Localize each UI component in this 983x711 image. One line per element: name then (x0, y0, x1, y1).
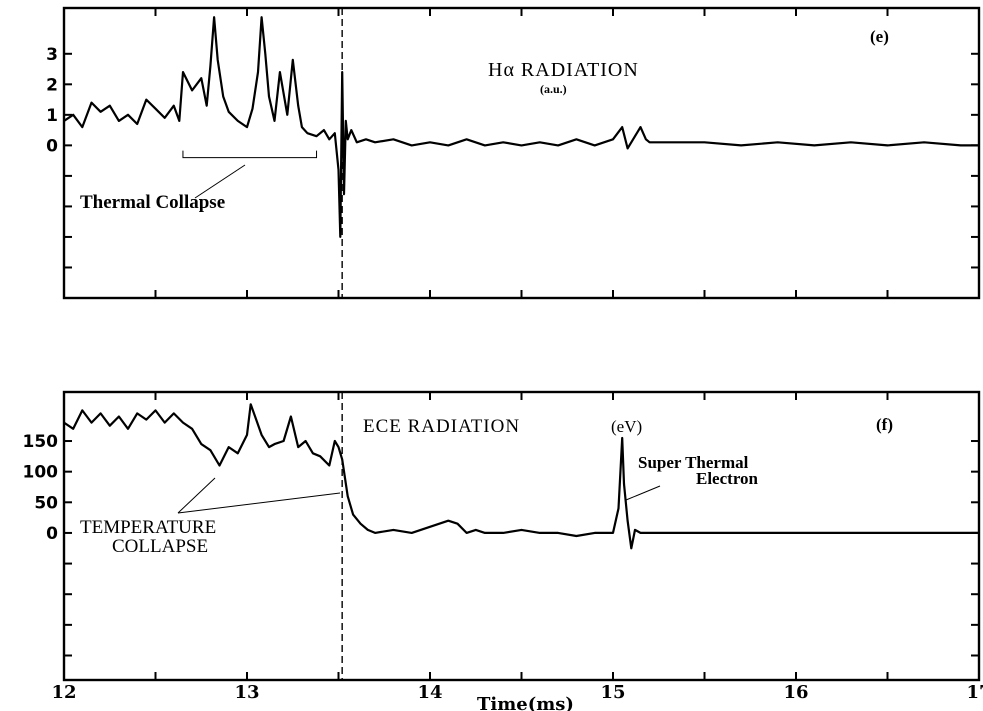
x-tick-label: 15 (600, 682, 625, 703)
y-tick-label: 150 (23, 432, 59, 452)
panel-f-title: ECE RADIATION (363, 416, 520, 437)
x-axis-label: Time(ms) (477, 694, 574, 711)
panel-e-frame (62, 6, 981, 300)
panel-f-xtick-labels: 12 13 14 15 16 17 (51, 682, 983, 703)
thermal-collapse-bracket (182, 150, 318, 159)
y-tick-label: 0 (46, 524, 58, 544)
thermal-collapse-label: Thermal Collapse (80, 192, 225, 213)
x-tick-label: 12 (51, 682, 76, 703)
temperature-collapse-pointer-2 (177, 492, 341, 514)
y-tick-label: 1 (46, 106, 58, 126)
y-tick-label: 100 (23, 463, 59, 483)
super-thermal-line-2: Electron (696, 469, 759, 488)
temperature-collapse-pointer-1 (177, 477, 216, 514)
panel-f-ytick-labels: 0 50 100 150 (23, 432, 59, 544)
panel-f: 0 50 100 150 12 13 14 15 16 17 ECE RADIATION (eV… (23, 390, 983, 711)
x-tick-label: 14 (417, 682, 442, 703)
y-tick-label: 0 (46, 136, 58, 156)
super-thermal-pointer (625, 485, 661, 501)
panel-f-unit: (eV) (611, 417, 642, 436)
y-tick-label: 50 (34, 493, 58, 513)
x-tick-label: 16 (783, 682, 808, 703)
panel-e-unit: (a.u.) (540, 82, 567, 96)
thermal-collapse-pointer (194, 164, 246, 199)
temperature-collapse-line-1: TEMPERATURE (80, 517, 216, 538)
y-tick-label: 2 (46, 75, 58, 95)
panel-e-ticks (64, 8, 979, 298)
panel-f-ticks (64, 392, 979, 680)
panel-e-ytick-labels: 0 1 2 3 (46, 45, 58, 157)
x-tick-label: 13 (234, 682, 259, 703)
y-tick-label: 3 (46, 45, 58, 65)
panel-e-title: Hα RADIATION (488, 59, 639, 81)
x-tick-label: 17 (966, 682, 983, 703)
panel-e-label: (e) (870, 27, 889, 46)
super-thermal-line-1: Super Thermal (638, 453, 749, 472)
panel-e: 0 1 2 3 Thermal Collapse (e) Hα RADIATION (… (46, 6, 981, 300)
panel-f-label: (f) (876, 415, 893, 434)
panel-e-series-line (63, 16, 979, 238)
temperature-collapse-line-2: COLLAPSE (112, 536, 208, 557)
panel-f-series-line (63, 403, 979, 550)
